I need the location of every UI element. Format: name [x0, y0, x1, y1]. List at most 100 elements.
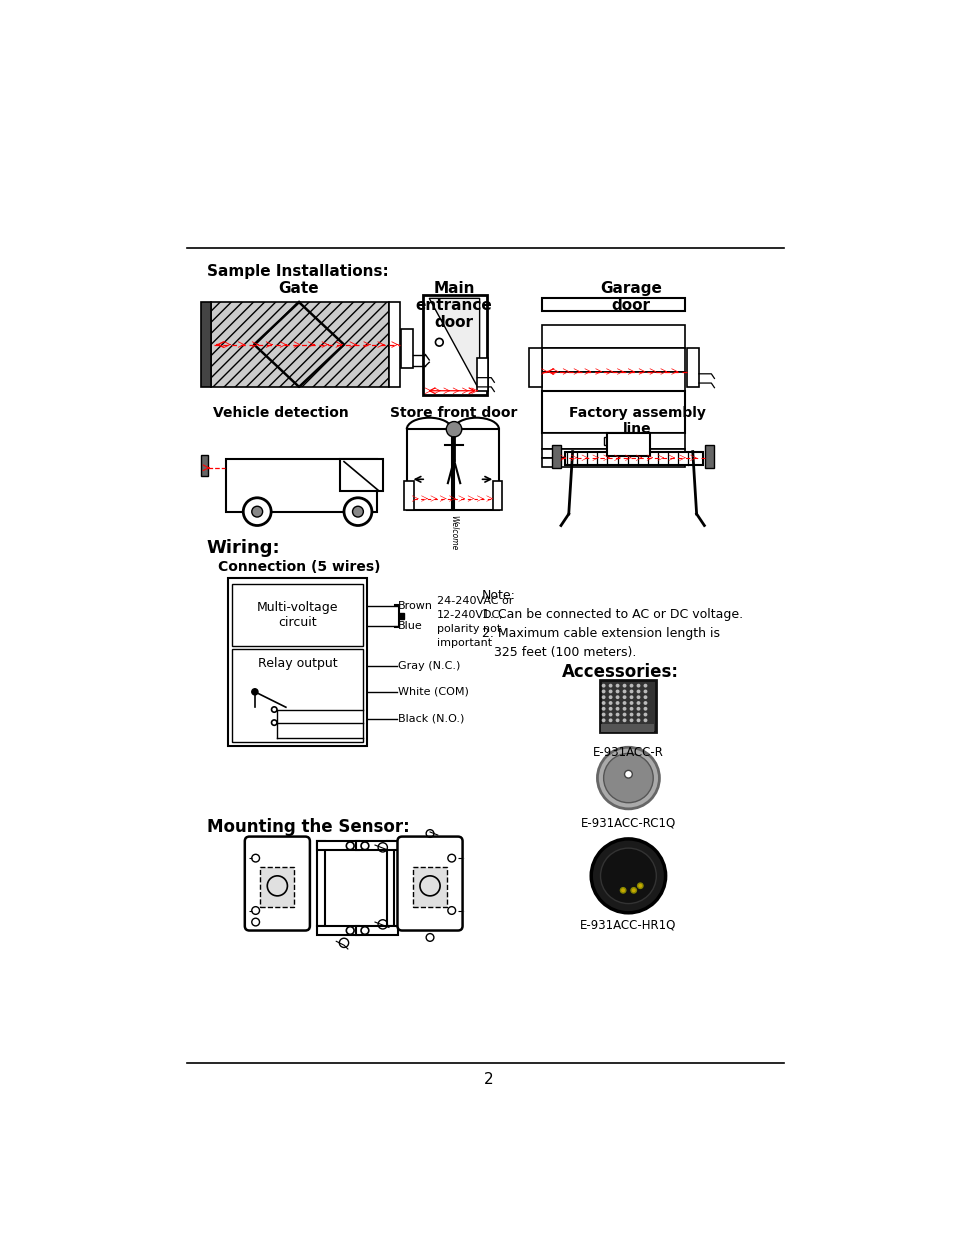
Circle shape [615, 701, 618, 705]
Circle shape [608, 684, 612, 688]
Circle shape [636, 719, 639, 722]
Circle shape [591, 839, 665, 913]
Bar [413, 867, 447, 906]
FancyBboxPatch shape [245, 836, 310, 930]
Circle shape [643, 701, 647, 705]
Circle shape [446, 421, 461, 437]
Text: 24-240VAC or
12-240VDC,
polarity not
important: 24-240VAC or 12-240VDC, polarity not imp… [436, 597, 513, 648]
Bar [541, 325, 684, 348]
Circle shape [608, 719, 612, 722]
Circle shape [636, 706, 639, 710]
Circle shape [624, 771, 632, 778]
Bar [541, 298, 684, 311]
Text: E-931ACC-RC1Q: E-931ACC-RC1Q [580, 816, 676, 830]
Bar [316, 841, 359, 851]
Text: Blue: Blue [397, 621, 422, 631]
Circle shape [601, 706, 605, 710]
Bar [422, 294, 486, 395]
Circle shape [603, 753, 653, 803]
Bar [389, 303, 399, 387]
Text: Gate: Gate [278, 280, 319, 295]
Text: Factory assembly
line: Factory assembly line [568, 406, 704, 436]
Bar [226, 459, 377, 511]
Circle shape [601, 684, 605, 688]
Circle shape [252, 506, 262, 517]
Bar [355, 926, 397, 935]
Text: E-931ACC-R: E-931ACC-R [593, 746, 663, 758]
Text: Vehicle detection: Vehicle detection [213, 406, 348, 420]
Bar [600, 724, 654, 732]
Text: Gray (N.C.): Gray (N.C.) [397, 662, 460, 672]
Circle shape [629, 695, 633, 699]
Text: Multi-voltage
circuit: Multi-voltage circuit [256, 600, 338, 629]
Circle shape [636, 689, 639, 693]
Bar [551, 445, 560, 468]
Text: Accessories:: Accessories: [561, 662, 679, 680]
Circle shape [622, 701, 626, 705]
Circle shape [601, 701, 605, 705]
Circle shape [601, 695, 605, 699]
Bar [454, 430, 498, 510]
Circle shape [643, 724, 647, 727]
Text: Brown: Brown [397, 600, 433, 610]
Text: E-931ACC-HR1Q: E-931ACC-HR1Q [579, 918, 676, 931]
Bar [232, 650, 363, 742]
Circle shape [643, 706, 647, 710]
Text: Connection (5 wires): Connection (5 wires) [218, 561, 380, 574]
Bar [398, 613, 404, 619]
Circle shape [636, 684, 639, 688]
Bar [200, 454, 208, 477]
Polygon shape [429, 299, 479, 390]
Bar [541, 433, 684, 448]
Circle shape [622, 713, 626, 716]
Circle shape [637, 883, 642, 888]
Text: Main
entrance
door: Main entrance door [416, 280, 492, 331]
Bar [340, 458, 382, 490]
Circle shape [643, 684, 647, 688]
Bar [541, 448, 684, 458]
Bar [404, 480, 414, 510]
Bar [541, 348, 684, 372]
Text: Black (N.O.): Black (N.O.) [397, 714, 464, 724]
Circle shape [615, 724, 618, 727]
Text: Garage
door: Garage door [599, 280, 661, 312]
Circle shape [615, 719, 618, 722]
Circle shape [629, 719, 633, 722]
Circle shape [622, 684, 626, 688]
Bar [386, 841, 394, 926]
Bar [400, 330, 413, 368]
Bar [541, 372, 684, 390]
Circle shape [636, 701, 639, 705]
Circle shape [622, 706, 626, 710]
Circle shape [601, 724, 605, 727]
Circle shape [636, 713, 639, 716]
Circle shape [643, 689, 647, 693]
Bar [599, 679, 655, 732]
Bar [316, 841, 324, 926]
Circle shape [615, 695, 618, 699]
Bar [686, 348, 699, 387]
Text: Welcome: Welcome [449, 515, 458, 550]
Circle shape [608, 713, 612, 716]
Bar [316, 926, 359, 935]
Bar [704, 445, 714, 468]
Bar [493, 480, 501, 510]
Bar [476, 358, 488, 390]
Bar [260, 867, 294, 906]
Circle shape [608, 695, 612, 699]
Circle shape [252, 689, 257, 695]
Circle shape [435, 338, 443, 346]
Circle shape [608, 724, 612, 727]
Bar [607, 433, 649, 456]
Circle shape [629, 724, 633, 727]
Text: Relay output: Relay output [257, 657, 337, 669]
Circle shape [601, 719, 605, 722]
Circle shape [629, 713, 633, 716]
Bar [232, 584, 363, 646]
Circle shape [597, 747, 659, 809]
Circle shape [622, 724, 626, 727]
Bar [228, 578, 367, 746]
Bar [200, 303, 212, 387]
Circle shape [353, 506, 363, 517]
Circle shape [630, 888, 636, 893]
